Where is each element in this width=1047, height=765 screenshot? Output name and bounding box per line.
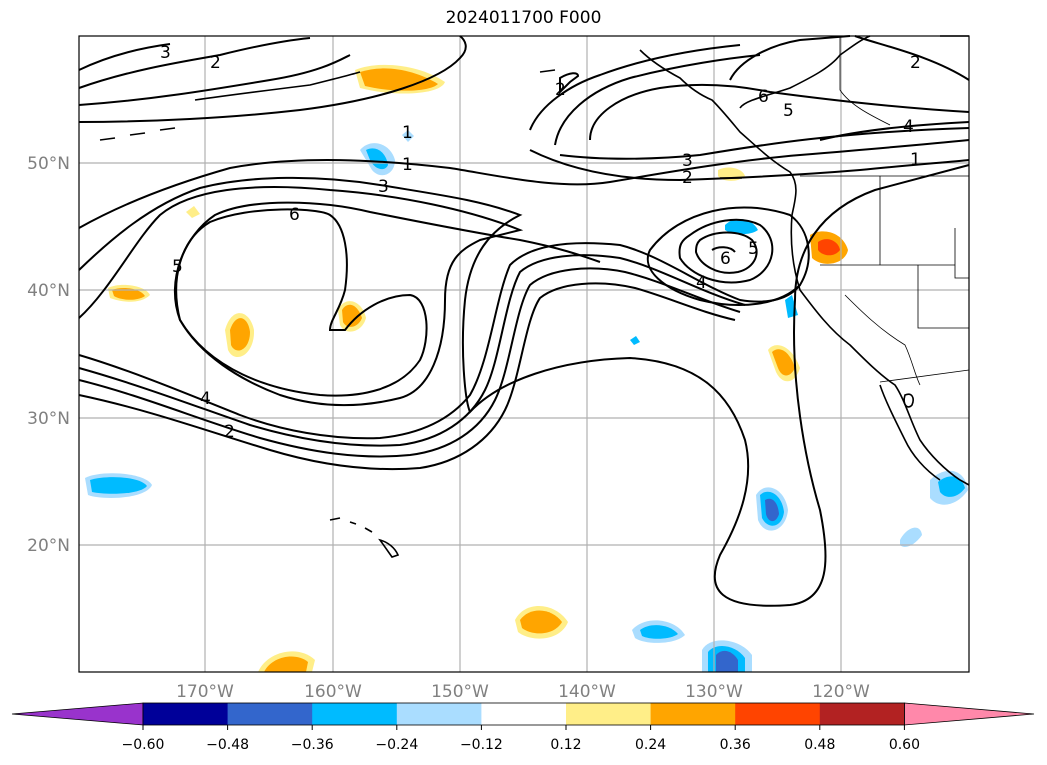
contour-label: 4 xyxy=(903,117,914,137)
colorbar-swatch xyxy=(143,703,229,725)
colorbar: −0.60 −0.48 −0.36 −0.24 −0.12 0.12 0.24 0.36 0.4… xyxy=(11,702,1035,753)
lon-label-160w: 160°W xyxy=(304,682,362,702)
lat-label-20n: 20°N xyxy=(27,536,70,556)
orange-patch xyxy=(342,304,362,327)
contour-label: 6 xyxy=(289,205,300,225)
contour-label: 3 xyxy=(682,151,693,171)
contour-label: 6 xyxy=(720,249,731,269)
gridlines xyxy=(79,36,969,672)
contour-label: 2 xyxy=(910,53,921,73)
colorbar-tick-label: 0.60 xyxy=(889,737,920,753)
red-patch xyxy=(818,239,840,256)
coastlines xyxy=(99,35,970,558)
colorbar-swatch xyxy=(566,703,652,725)
shaded-field xyxy=(85,64,968,672)
dark-blue-patch xyxy=(765,498,779,522)
colorbar-swatch xyxy=(735,703,821,725)
colorbar-swatch xyxy=(396,703,482,725)
dark-blue-patch xyxy=(716,650,738,672)
yellow-patch xyxy=(186,206,200,218)
colorbar-tick-label: 0.36 xyxy=(720,737,751,753)
contour-label: 4 xyxy=(696,273,707,293)
contour-label: 6 xyxy=(758,87,769,107)
blue-patch xyxy=(402,130,414,142)
colorbar-swatch xyxy=(650,703,736,725)
contour-label: 3 xyxy=(160,43,171,63)
orange-patch xyxy=(112,288,145,300)
colorbar-extend-low xyxy=(11,702,144,726)
contour-lines xyxy=(78,35,970,607)
contour-label: 2 xyxy=(555,80,566,100)
orange-patch xyxy=(772,349,795,376)
colorbar-tick-label: −0.60 xyxy=(122,737,165,753)
contour-label: 2 xyxy=(682,168,693,188)
colorbar-tick-label: −0.24 xyxy=(375,737,418,753)
contour-label: 2 xyxy=(224,422,235,442)
colorbar-extend-high xyxy=(904,702,1035,726)
colorbar-tick-label: −0.12 xyxy=(460,737,503,753)
contour-label: 5 xyxy=(783,101,794,121)
contour-label: 4 xyxy=(200,389,211,409)
orange-patch xyxy=(264,656,308,672)
blue-patch xyxy=(366,148,388,170)
contour-label: 2 xyxy=(210,53,221,73)
contour-label: 1 xyxy=(910,150,921,170)
lon-label-120w: 120°W xyxy=(812,682,870,702)
orange-patch xyxy=(360,68,438,91)
contour-label: 1 xyxy=(402,155,413,175)
lat-label-30n: 30°N xyxy=(27,409,70,429)
map-title: 2024011700 F000 xyxy=(445,8,602,28)
contour-label-group: 3 2 2 2 6 5 4 1 1 3 2 6 5 6 4 5 4 2 1 3 xyxy=(160,43,921,442)
orange-patch xyxy=(520,610,562,634)
lon-label-130w: 130°W xyxy=(685,682,743,702)
blue-patch xyxy=(900,527,922,547)
contour-label: 3 xyxy=(378,177,389,197)
contour-label: 5 xyxy=(172,257,183,277)
lat-label-40n: 40°N xyxy=(27,281,70,301)
orange-patch xyxy=(230,318,250,351)
colorbar-tick-label: 0.12 xyxy=(550,737,581,753)
lon-label-150w: 150°W xyxy=(431,682,489,702)
lon-label-140w: 140°W xyxy=(558,682,616,702)
longitude-labels: 170°W 160°W 150°W 140°W 130°W 120°W xyxy=(176,682,870,702)
political-borders xyxy=(800,36,970,386)
colorbar-tick-label: −0.48 xyxy=(206,737,249,753)
colorbar-tick-label: −0.36 xyxy=(291,737,334,753)
colorbar-swatch xyxy=(819,703,905,725)
blue-patch xyxy=(90,477,147,494)
blue-patch xyxy=(640,625,678,639)
contour-label: 1 xyxy=(402,123,413,143)
contour-label: 5 xyxy=(748,239,759,259)
blue-patch xyxy=(630,336,640,345)
colorbar-outline xyxy=(142,702,905,726)
latitude-labels: 50°N 40°N 30°N 20°N xyxy=(27,154,70,556)
lon-label-170w: 170°W xyxy=(176,682,234,702)
lat-label-50n: 50°N xyxy=(27,154,70,174)
blue-patch xyxy=(725,218,758,235)
map-area xyxy=(79,36,969,672)
colorbar-tick-label: 0.48 xyxy=(804,737,835,753)
map-frame xyxy=(78,35,970,673)
colorbar-swatch xyxy=(481,703,567,725)
blue-patch xyxy=(938,476,965,497)
colorbar-tick-label: 0.24 xyxy=(635,737,666,753)
colorbar-swatch xyxy=(227,703,313,725)
colorbar-swatch xyxy=(312,703,398,725)
